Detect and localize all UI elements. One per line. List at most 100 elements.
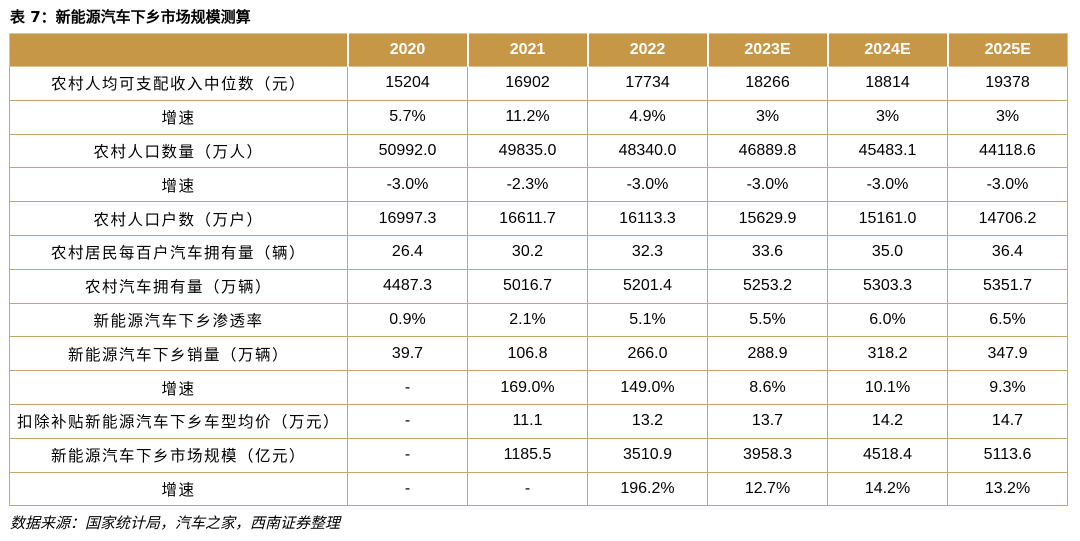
- table-cell: 33.6: [707, 234, 828, 270]
- table-cell: 3%: [947, 99, 1068, 135]
- row-label: 农村人口数量（万人）: [9, 133, 348, 169]
- table-cell: 32.3: [587, 234, 708, 270]
- table-cell: 169.0%: [467, 370, 588, 405]
- row-label: 增速: [9, 167, 348, 203]
- row-label: 新能源汽车下乡销量（万辆）: [9, 336, 348, 372]
- table-cell: 196.2%: [587, 471, 708, 507]
- table-row: 增速 -169.0% 149.0% 8.6% 10.1% 9.3%: [9, 370, 1068, 405]
- row-label: 增速: [9, 99, 348, 135]
- table-cell: 15161.0: [827, 201, 948, 236]
- table-cell: 16997.3: [347, 201, 468, 236]
- table-cell: 12.7%: [707, 471, 828, 507]
- table-row: 农村人口户数（万户） 16997.3 16611.7 16113.3 15629.9 15…: [9, 201, 1068, 236]
- table-cell: 14.2: [827, 403, 948, 439]
- table-row: 农村居民每百户汽车拥有量（辆） 26.4 30.2 32.3 33.6 35.0 36.4: [9, 234, 1068, 270]
- table-cell: 5201.4: [587, 268, 708, 304]
- table-row: 农村人口数量（万人） 50992.0 49835.0 48340.0 46889.8 45…: [9, 133, 1068, 169]
- table-title: 表 7：新能源汽车下乡市场规模测算: [10, 8, 251, 26]
- row-label: 农村居民每百户汽车拥有量（辆）: [9, 234, 348, 270]
- row-label: 增速: [9, 471, 348, 507]
- table-cell: 15204: [347, 66, 468, 101]
- table-cell: 44118.6: [947, 133, 1068, 169]
- table-cell: 18814: [827, 66, 948, 101]
- table-cell: -3.0%: [707, 167, 828, 203]
- table-cell: 49835.0: [467, 133, 588, 169]
- table-row: 新能源汽车下乡销量（万辆） 39.7 106.8 266.0 288.9 318.2 347…: [9, 336, 1068, 372]
- table-cell: 5113.6: [947, 437, 1068, 473]
- table-cell: 16113.3: [587, 201, 708, 236]
- table-cell: 4518.4: [827, 437, 948, 473]
- row-label: 增速: [9, 370, 348, 405]
- table-cell: 50992.0: [347, 133, 468, 169]
- header-year-cell: 2020: [346, 33, 468, 67]
- table-cell: 5016.7: [467, 268, 588, 304]
- table-body: 农村人均可支配收入中位数（元） 15204 16902 17734 18266 18814…: [9, 66, 1068, 507]
- table-cell: -3.0%: [347, 167, 468, 203]
- table-cell: 347.9: [947, 336, 1068, 372]
- header-year-cell: 2022: [586, 33, 708, 67]
- table-cell: -: [347, 403, 468, 439]
- table-cell: 3%: [827, 99, 948, 135]
- row-label: 农村人均可支配收入中位数（元）: [9, 66, 348, 101]
- table-cell: 1185.5: [467, 437, 588, 473]
- table-cell: 16902: [467, 66, 588, 101]
- table-cell: 6.0%: [827, 302, 948, 338]
- table-cell: 26.4: [347, 234, 468, 270]
- table-cell: 18266: [707, 66, 828, 101]
- table-cell: 14.2%: [827, 471, 948, 507]
- table-cell: 5.7%: [347, 99, 468, 135]
- table-cell: 48340.0: [587, 133, 708, 169]
- table-cell: 11.1: [467, 403, 588, 439]
- market-size-table: 2020 2021 2022 2023E 2024E 2025E 农村人均可支配收入中位数…: [9, 33, 1068, 507]
- table-cell: 4.9%: [587, 99, 708, 135]
- row-label: 农村汽车拥有量（万辆）: [9, 268, 348, 304]
- table-cell: 11.2%: [467, 99, 588, 135]
- table-cell: 9.3%: [947, 370, 1068, 405]
- table-cell: 106.8: [467, 336, 588, 372]
- table-cell: 3510.9: [587, 437, 708, 473]
- table-cell: 5303.3: [827, 268, 948, 304]
- table-cell: 4487.3: [347, 268, 468, 304]
- header-year-cell: 2023E: [706, 33, 828, 67]
- table-cell: 288.9: [707, 336, 828, 372]
- row-label: 新能源汽车下乡市场规模（亿元）: [9, 437, 348, 473]
- table-row: 增速 -3.0% -2.3% -3.0% -3.0% -3.0% -3.0%: [9, 167, 1068, 203]
- row-label: 农村人口户数（万户）: [9, 201, 348, 236]
- table-cell: -: [467, 471, 588, 507]
- table-cell: 266.0: [587, 336, 708, 372]
- table-cell: 30.2: [467, 234, 588, 270]
- source-note: 数据来源：国家统计局，汽车之家，西南证券整理: [10, 514, 341, 532]
- table-cell: 13.7: [707, 403, 828, 439]
- table-cell: 10.1%: [827, 370, 948, 405]
- row-label: 新能源汽车下乡渗透率: [9, 302, 348, 338]
- table-cell: 46889.8: [707, 133, 828, 169]
- data-table-container: 2020 2021 2022 2023E 2024E 2025E 农村人均可支配收入中位数…: [9, 33, 1068, 507]
- table-cell: 5351.7: [947, 268, 1068, 304]
- table-cell: 8.6%: [707, 370, 828, 405]
- table-row: 农村人均可支配收入中位数（元） 15204 16902 17734 18266 18814…: [9, 66, 1068, 101]
- table-cell: -3.0%: [827, 167, 948, 203]
- table-cell: 17734: [587, 66, 708, 101]
- table-cell: 149.0%: [587, 370, 708, 405]
- table-row: 新能源汽车下乡渗透率 0.9% 2.1% 5.1% 5.5% 6.0% 6.5%: [9, 302, 1068, 338]
- table-cell: 14706.2: [947, 201, 1068, 236]
- table-cell: -: [347, 437, 468, 473]
- table-cell: 15629.9: [707, 201, 828, 236]
- table-cell: -3.0%: [587, 167, 708, 203]
- table-cell: 36.4: [947, 234, 1068, 270]
- table-cell: 13.2%: [947, 471, 1068, 507]
- table-cell: 3958.3: [707, 437, 828, 473]
- table-row: 农村汽车拥有量（万辆） 4487.3 5016.7 5201.4 5253.2 5303.…: [9, 268, 1068, 304]
- table-cell: 16611.7: [467, 201, 588, 236]
- table-cell: 6.5%: [947, 302, 1068, 338]
- table-row: 增速 5.7% 11.2% 4.9% 3% 3% 3%: [9, 99, 1068, 135]
- table-cell: -2.3%: [467, 167, 588, 203]
- header-label-cell: [9, 33, 348, 67]
- header-year-cell: 2021: [466, 33, 588, 67]
- table-cell: -: [347, 370, 468, 405]
- table-cell: 318.2: [827, 336, 948, 372]
- table-cell: 13.2: [587, 403, 708, 439]
- header-year-cell: 2024E: [826, 33, 948, 67]
- table-cell: 2.1%: [467, 302, 588, 338]
- table-cell: -: [347, 471, 468, 507]
